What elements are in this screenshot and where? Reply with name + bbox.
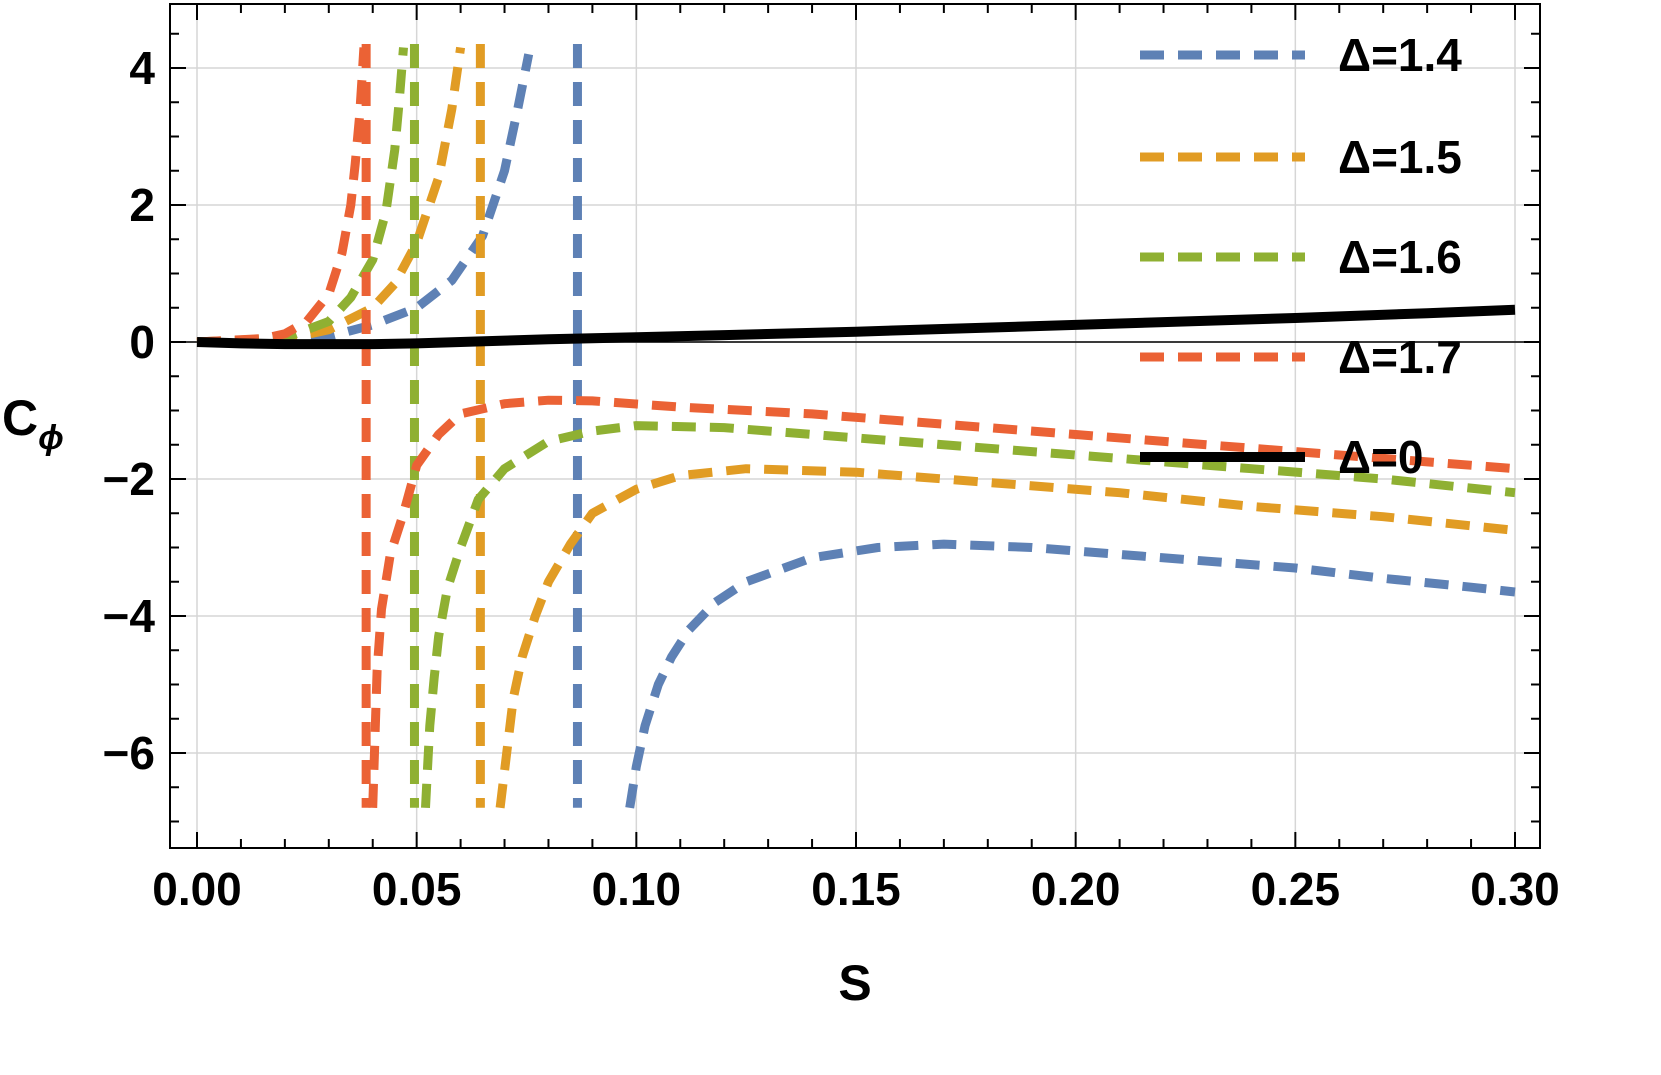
- legend-label-1: Δ=1.5: [1338, 131, 1462, 183]
- y-tick-label: 4: [129, 42, 155, 94]
- y-axis-label-main: C: [2, 390, 38, 446]
- legend-label-4: Δ=0: [1338, 431, 1424, 483]
- series-3-left-branch: [196, 47, 369, 347]
- y-tick-label: 0: [129, 316, 155, 368]
- legend: Δ=1.4 Δ=1.5 Δ=1.6 Δ=1.7 Δ=0: [1140, 29, 1462, 483]
- y-axis-label: Cϕ: [2, 390, 64, 457]
- y-tick-label: 2: [129, 179, 155, 231]
- x-tick-label: 0.20: [1031, 863, 1121, 915]
- x-tick-label: 0.00: [152, 863, 242, 915]
- series-0-right-branch: [625, 539, 1516, 809]
- y-tick-label: −2: [103, 453, 155, 505]
- series-1-right-branch: [495, 464, 1516, 809]
- y-tick-label: −6: [103, 727, 155, 779]
- y-axis-label-subscript: ϕ: [38, 419, 64, 457]
- series-0-left-branch: [196, 53, 534, 347]
- x-tick-label: 0.15: [811, 863, 901, 915]
- ticks: [170, 4, 1540, 848]
- x-tick-label: 0.30: [1470, 863, 1560, 915]
- x-tick-label: 0.25: [1251, 863, 1341, 915]
- legend-label-3: Δ=1.7: [1338, 331, 1462, 383]
- series-3-right-branch: [368, 395, 1516, 808]
- legend-label-2: Δ=1.6: [1338, 231, 1462, 283]
- tick-labels: 0.00 0.05 0.10 0.15 0.20 0.25 0.30 4 2 0 −2 −4 −6: [103, 42, 1560, 915]
- legend-label-0: Δ=1.4: [1338, 29, 1462, 81]
- series-1-left-branch: [196, 46, 466, 347]
- series-layer: [196, 44, 1516, 809]
- series-2-left-branch: [196, 47, 408, 347]
- x-tick-label: 0.05: [372, 863, 462, 915]
- series-2-right-branch: [421, 421, 1516, 809]
- x-tick-label: 0.10: [592, 863, 682, 915]
- series-4-line: [196, 304, 1516, 350]
- y-tick-label: −4: [103, 590, 156, 642]
- x-axis-label: S: [838, 955, 871, 1011]
